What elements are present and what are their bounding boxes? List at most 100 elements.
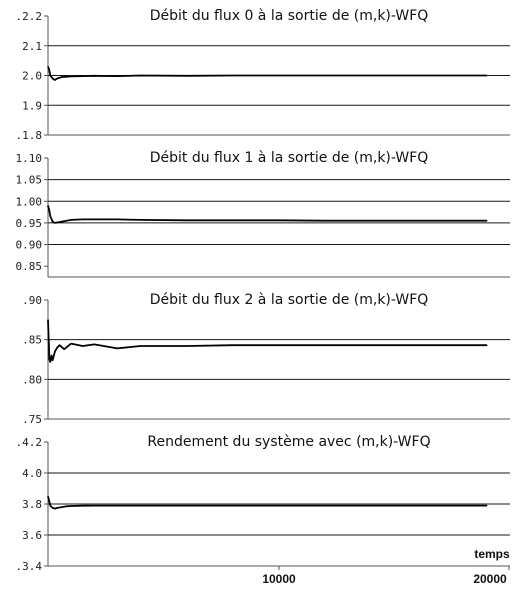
series-line <box>47 66 487 81</box>
data-point <box>65 505 68 507</box>
data-point <box>278 504 280 507</box>
x-tick-label: 10000 <box>262 572 296 586</box>
data-point <box>232 504 234 507</box>
y-tick-label: 2.0 <box>22 70 42 83</box>
chart-title: Rendement du système avec (m,k)-WFQ <box>147 434 430 450</box>
data-point <box>486 220 488 222</box>
data-point <box>393 220 396 222</box>
data-point <box>278 344 280 346</box>
data-point <box>93 218 95 221</box>
data-point <box>47 495 49 497</box>
data-point <box>486 504 488 507</box>
data-point <box>47 65 49 68</box>
data-point <box>52 359 54 361</box>
data-point <box>278 219 280 221</box>
y-tick-label: .90 <box>22 294 42 307</box>
data-point <box>54 350 56 353</box>
data-point <box>48 68 50 71</box>
data-point <box>65 220 68 222</box>
y-tick-label: 0.85 <box>16 260 43 273</box>
data-point <box>70 219 72 221</box>
data-point <box>49 504 51 507</box>
data-point <box>61 221 63 223</box>
y-tick-label: .3.4 <box>16 560 43 573</box>
x-tick-label: 20000 <box>473 572 507 586</box>
data-point <box>186 75 188 77</box>
y-tick-label: .4.2 <box>16 436 43 449</box>
panel-1: 1.10 1.05 1.00 0.95 0.90 0.85 Débit du flux 1 … <box>16 150 510 278</box>
data-point <box>186 504 188 507</box>
data-point <box>56 347 58 349</box>
data-point <box>49 74 51 77</box>
y-tick-label: .1.8 <box>16 129 43 142</box>
data-point <box>48 358 50 361</box>
data-point <box>139 74 141 77</box>
y-tick-label: 3.6 <box>22 529 42 542</box>
data-point <box>58 344 61 346</box>
data-point <box>56 221 58 224</box>
panel-2: .90 .85 .80 .75 Débit du flux 2 à la sortie … <box>22 292 510 426</box>
data-point <box>82 218 84 221</box>
y-tick-label: 1.00 <box>16 195 43 208</box>
data-point <box>139 219 141 221</box>
data-point <box>186 219 188 221</box>
data-point <box>463 504 465 507</box>
data-point <box>324 504 326 507</box>
panel-3: .4.2 4.0 3.8 3.6 .3.4 Rendement du système av… <box>16 434 510 573</box>
data-point <box>324 74 326 77</box>
x-axis-label: temps <box>474 547 510 561</box>
data-point <box>139 504 141 507</box>
data-point <box>393 344 396 346</box>
chart-title: Débit du flux 2 à la sortie de (m,k)-WFQ <box>150 292 429 308</box>
data-point <box>65 76 68 78</box>
series-line <box>47 496 487 510</box>
data-point <box>61 506 63 508</box>
data-point <box>486 344 488 346</box>
data-point <box>70 343 72 345</box>
data-point <box>70 505 72 507</box>
data-point <box>61 76 63 78</box>
data-point <box>48 339 50 341</box>
data-point <box>70 75 72 77</box>
data-point <box>324 344 326 346</box>
data-point <box>49 215 51 218</box>
data-point <box>116 75 118 77</box>
data-point <box>50 354 53 357</box>
data-point <box>47 319 49 321</box>
data-point <box>49 361 51 363</box>
y-tick-label: .85 <box>22 334 42 347</box>
chart-title: Débit du flux 1 à la sortie de (m,k)-WFQ <box>150 150 429 166</box>
y-tick-label: .80 <box>22 373 42 386</box>
panel-0: .2.2 2.1 2.0 1.9 .1.8 Débit du flux 0 à la so… <box>16 8 510 142</box>
data-point <box>463 220 465 222</box>
data-point <box>139 345 141 347</box>
data-point <box>486 74 488 77</box>
data-point <box>324 220 326 222</box>
y-tick-label: 1.05 <box>16 174 43 187</box>
data-point <box>393 74 396 77</box>
data-point <box>393 504 396 507</box>
y-tick-label: 0.95 <box>16 217 43 230</box>
data-point <box>278 74 280 77</box>
data-point <box>52 221 54 223</box>
data-point <box>54 508 56 510</box>
data-point <box>93 504 95 507</box>
data-point <box>52 507 54 509</box>
data-point <box>116 347 118 349</box>
data-point <box>54 79 56 81</box>
y-tick-label: 1.10 <box>16 152 43 165</box>
data-point <box>463 74 465 77</box>
data-point <box>186 345 188 347</box>
data-point <box>232 74 234 77</box>
y-tick-label: 4.0 <box>22 467 42 480</box>
data-point <box>56 507 58 509</box>
chart-title: Débit du flux 0 à la sortie de (m,k)-WFQ <box>150 8 429 24</box>
data-point <box>82 75 84 77</box>
y-tick-label: .75 <box>22 413 42 426</box>
data-point <box>463 344 465 346</box>
data-point <box>54 222 56 224</box>
data-point <box>52 77 54 80</box>
data-point <box>232 219 234 221</box>
y-tick-label: 0.90 <box>16 239 43 252</box>
